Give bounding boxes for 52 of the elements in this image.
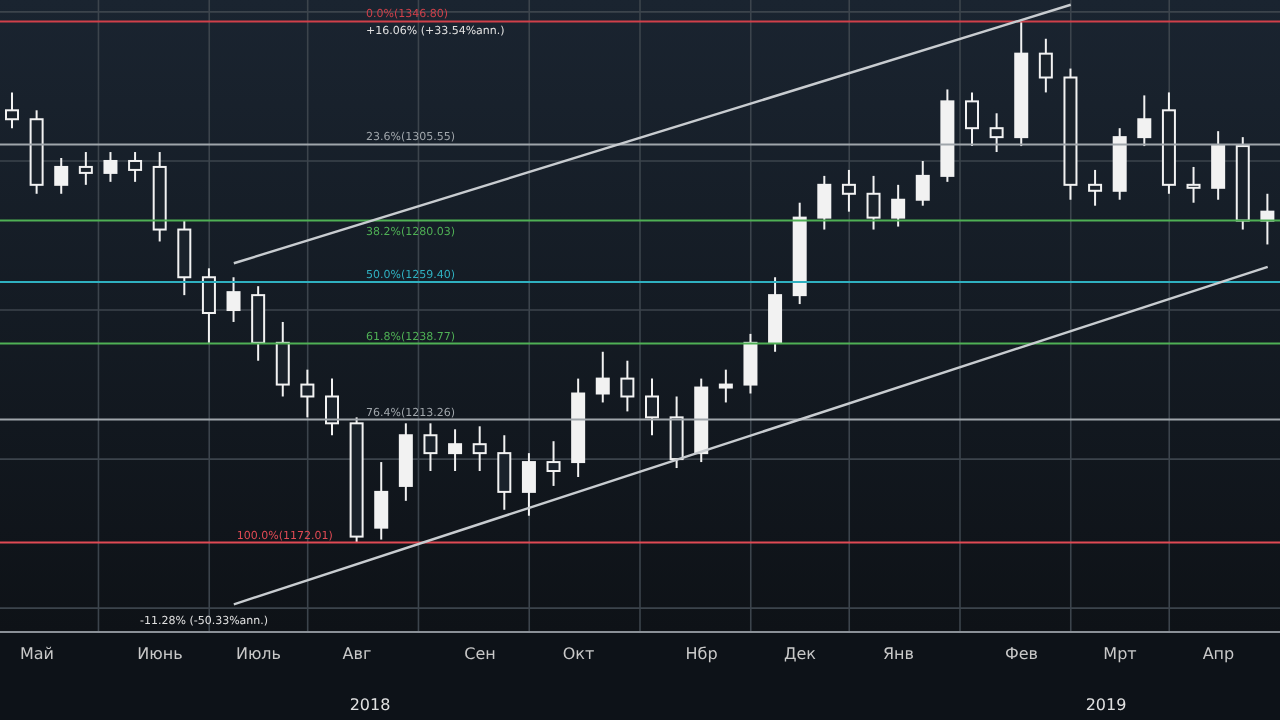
candlestick <box>891 183 906 228</box>
candlestick <box>275 320 290 398</box>
x-tick-label: Май <box>19 645 54 664</box>
candlestick <box>251 285 266 362</box>
candlestick <box>325 377 339 437</box>
candlestick <box>374 461 389 541</box>
candlestick <box>128 151 143 183</box>
candlestick <box>915 159 930 207</box>
x-tick-label: Нбр <box>685 645 718 664</box>
candlestick <box>497 434 512 511</box>
candlestick <box>78 151 93 186</box>
candlestick <box>300 368 315 419</box>
candlestick <box>5 91 19 130</box>
candlestick <box>177 219 192 297</box>
x-tick-label: Окт <box>562 645 595 664</box>
candlestick <box>423 422 438 473</box>
candlestick <box>1211 130 1226 201</box>
candlestick <box>768 276 783 353</box>
x-tick-label: Мрт <box>1103 645 1138 664</box>
candlestick <box>743 332 758 395</box>
candlestick <box>1137 94 1152 148</box>
candlestick <box>472 425 487 473</box>
candlestick <box>521 452 536 517</box>
candlestick <box>841 168 856 213</box>
candlestick <box>1186 165 1201 204</box>
candlestick <box>1038 37 1053 94</box>
x-tick-label: Авг <box>342 645 372 664</box>
text: 2019 <box>1085 696 1127 714</box>
candlestick <box>669 395 684 470</box>
candlestick <box>201 267 216 344</box>
x-tick-label: Дек <box>783 645 817 664</box>
x-tick-label: Апр <box>1202 645 1235 664</box>
candlestick <box>645 377 659 437</box>
candlestick <box>989 112 1004 154</box>
x-tick-label: Июнь <box>137 645 184 664</box>
candlestick <box>866 174 881 231</box>
candlestick <box>718 368 733 404</box>
x-tick-label: Июль <box>235 645 282 664</box>
text: 2018 <box>349 696 391 714</box>
candlestick <box>448 428 463 473</box>
x-tick-label: Сен <box>464 645 496 664</box>
candlestick <box>817 174 832 231</box>
candlestick <box>54 157 69 195</box>
candlestick <box>595 350 610 404</box>
x-tick-label: Янв <box>882 645 915 664</box>
candlestick <box>226 276 241 323</box>
candlestick <box>620 359 635 413</box>
x-tick-label: Фев <box>1005 645 1039 664</box>
candlestick <box>546 440 561 487</box>
candlestick <box>965 91 979 148</box>
candlestick <box>1088 168 1103 207</box>
candlestick <box>103 151 118 183</box>
